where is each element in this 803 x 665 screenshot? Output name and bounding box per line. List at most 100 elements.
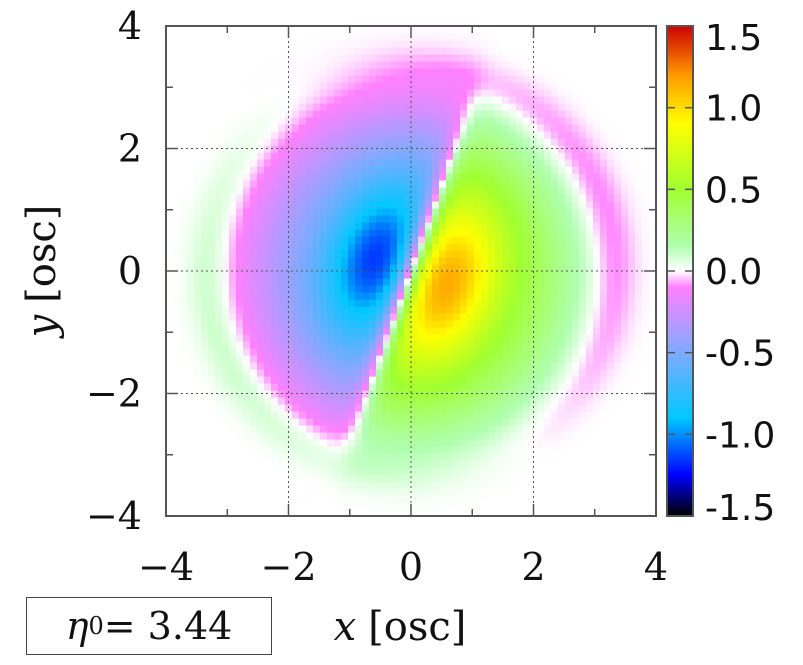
heatmap-cell — [173, 404, 181, 412]
heatmap-cell — [327, 103, 335, 111]
heatmap-cell — [222, 383, 230, 391]
heatmap-cell — [600, 26, 608, 34]
heatmap-cell — [411, 397, 419, 405]
heatmap-cell — [341, 334, 349, 342]
heatmap-cell — [173, 439, 181, 447]
heatmap-cell — [327, 26, 335, 34]
heatmap-cell — [502, 299, 510, 307]
heatmap-cell — [635, 446, 643, 454]
heatmap-cell — [628, 257, 636, 265]
heatmap-cell — [530, 432, 538, 440]
eta-value: = 3.44 — [103, 604, 233, 648]
heatmap-cell — [621, 460, 629, 468]
heatmap-cell — [558, 243, 566, 251]
heatmap-cell — [628, 166, 636, 174]
heatmap-cell — [334, 453, 342, 461]
heatmap-cell — [264, 138, 272, 146]
heatmap-cell — [278, 173, 286, 181]
heatmap-cell — [264, 355, 272, 363]
heatmap-cell — [418, 278, 426, 286]
heatmap-cell — [285, 152, 293, 160]
heatmap-cell — [362, 376, 370, 384]
heatmap-cell — [495, 425, 503, 433]
heatmap-cell — [425, 103, 433, 111]
heatmap-cell — [572, 502, 580, 510]
heatmap-cell — [390, 89, 398, 97]
heatmap-cell — [264, 166, 272, 174]
heatmap-cell — [404, 180, 412, 188]
heatmap-cell — [628, 369, 636, 377]
heatmap-cell — [222, 313, 230, 321]
heatmap-cell — [166, 166, 174, 174]
heatmap-cell — [495, 40, 503, 48]
heatmap-cell — [355, 250, 363, 258]
heatmap-cell — [292, 152, 300, 160]
heatmap-cell — [250, 26, 258, 34]
heatmap-cell — [180, 446, 188, 454]
heatmap-cell — [376, 481, 384, 489]
heatmap-cell — [607, 502, 615, 510]
heatmap-cell — [257, 348, 265, 356]
heatmap-cell — [523, 306, 531, 314]
heatmap-cell — [383, 488, 391, 496]
heatmap-cell — [481, 383, 489, 391]
heatmap-cell — [509, 292, 517, 300]
heatmap-cell — [467, 215, 475, 223]
heatmap-cell — [460, 369, 468, 377]
heatmap-cell — [404, 313, 412, 321]
heatmap-cell — [467, 376, 475, 384]
heatmap-cell — [236, 215, 244, 223]
heatmap-cell — [488, 341, 496, 349]
heatmap-cell — [425, 453, 433, 461]
heatmap-cell — [390, 68, 398, 76]
heatmap-cell — [313, 131, 321, 139]
heatmap-cell — [481, 418, 489, 426]
heatmap-cell — [383, 446, 391, 454]
heatmap-cell — [264, 362, 272, 370]
heatmap-cell — [292, 173, 300, 181]
heatmap-cell — [299, 117, 307, 125]
heatmap-cell — [635, 201, 643, 209]
heatmap-cell — [215, 250, 223, 258]
heatmap-cell — [348, 495, 356, 503]
heatmap-cell — [194, 432, 202, 440]
heatmap-cell — [383, 320, 391, 328]
heatmap-cell — [348, 243, 356, 251]
heatmap-cell — [649, 467, 656, 475]
heatmap-cell — [271, 180, 279, 188]
heatmap-cell — [453, 362, 461, 370]
heatmap-cell — [474, 369, 482, 377]
heatmap-cell — [166, 187, 174, 195]
heatmap-cell — [586, 376, 594, 384]
heatmap-cell — [586, 75, 594, 83]
heatmap-cell — [558, 54, 566, 62]
heatmap-cell — [439, 453, 447, 461]
heatmap-cell — [649, 376, 656, 384]
heatmap-cell — [376, 26, 384, 34]
heatmap-cell — [313, 89, 321, 97]
heatmap-cell — [320, 47, 328, 55]
heatmap-cell — [369, 306, 377, 314]
heatmap-cell — [383, 82, 391, 90]
heatmap-cell — [621, 82, 629, 90]
y-axis-title: y[osc] — [19, 205, 65, 340]
heatmap-cell — [418, 334, 426, 342]
heatmap-cell — [446, 180, 454, 188]
heatmap-cell — [649, 446, 656, 454]
heatmap-cell — [215, 411, 223, 419]
heatmap-cell — [481, 278, 489, 286]
heatmap-cell — [208, 502, 216, 510]
heatmap-cell — [628, 481, 636, 489]
heatmap-cell — [432, 320, 440, 328]
heatmap-cell — [467, 138, 475, 146]
heatmap-cell — [439, 33, 447, 41]
heatmap-cell — [236, 306, 244, 314]
heatmap-cell — [488, 250, 496, 258]
heatmap-cell — [572, 411, 580, 419]
heatmap-cell — [341, 82, 349, 90]
heatmap-cell — [607, 257, 615, 265]
heatmap-cell — [488, 292, 496, 300]
heatmap-cell — [649, 362, 656, 370]
heatmap-cell — [600, 488, 608, 496]
heatmap-cell — [635, 173, 643, 181]
